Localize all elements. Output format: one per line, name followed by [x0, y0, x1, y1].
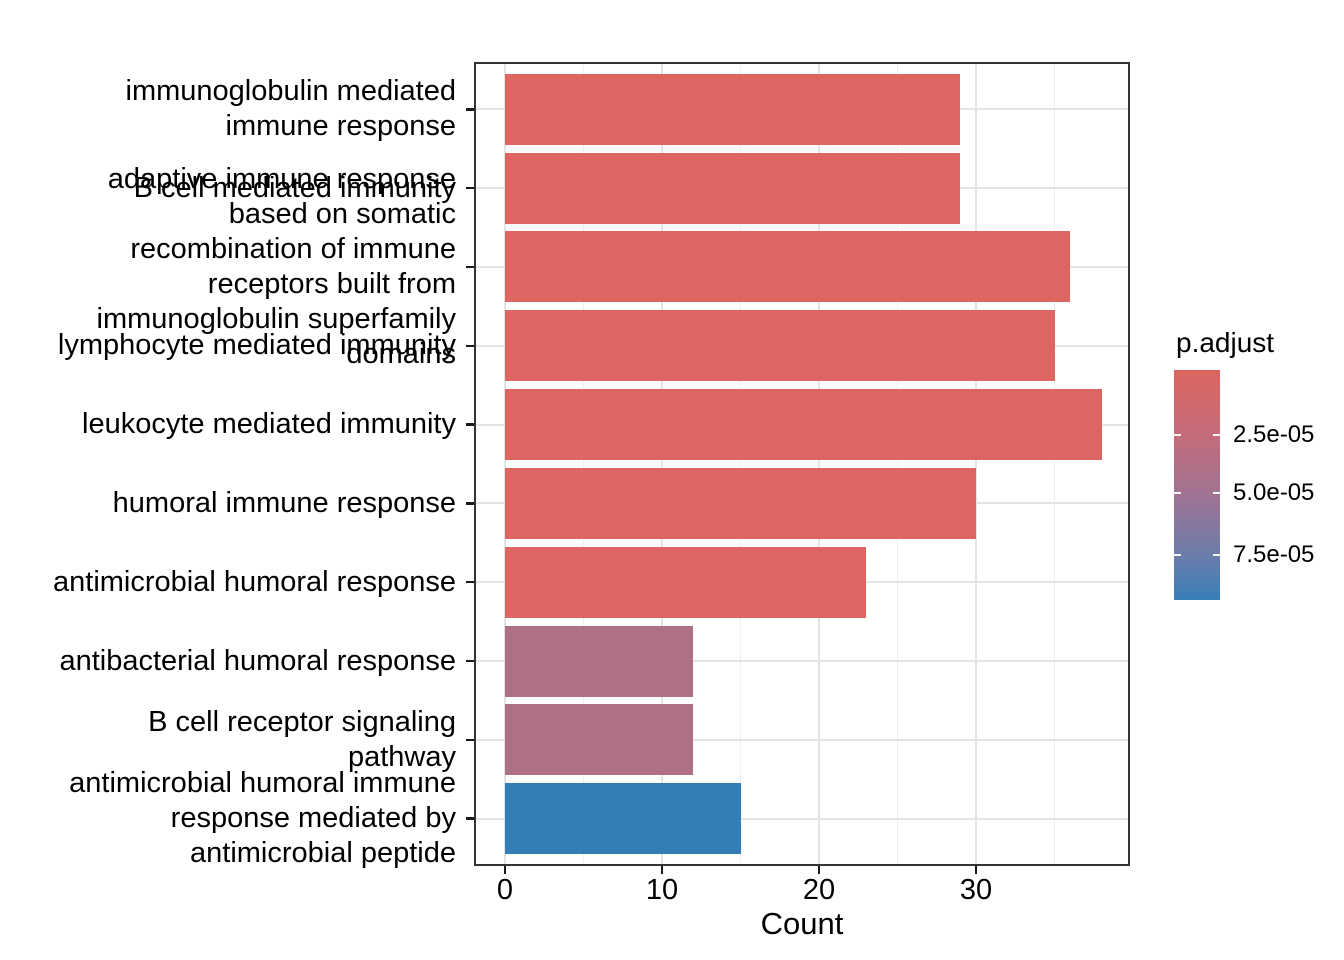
- legend-tick-label: 7.5e-05: [1233, 540, 1315, 568]
- y-axis-label-line: antimicrobial peptide: [190, 837, 456, 870]
- gridline-x-minor: [1053, 62, 1056, 866]
- y-axis-tick: [466, 502, 474, 505]
- bar: [505, 310, 1055, 382]
- gridline-y-major: [474, 817, 1130, 820]
- bar: [505, 389, 1102, 461]
- y-axis-label-line: pathway: [347, 740, 456, 773]
- y-axis-label-line: based on somatic: [228, 197, 456, 230]
- x-axis-title: Count: [760, 906, 844, 941]
- y-axis-label-line: antimicrobial humoral response: [53, 565, 456, 598]
- x-axis-tick-label: 20: [802, 874, 836, 906]
- y-axis-label: leukocyte mediated immunity: [82, 407, 456, 442]
- gridline-y-major: [474, 660, 1130, 663]
- bar: [505, 625, 694, 697]
- x-axis-tick: [660, 866, 664, 874]
- y-axis-tick: [466, 265, 474, 269]
- gridline-x-major: [504, 62, 506, 866]
- y-axis-tick: [466, 817, 474, 820]
- gridline-x-major: [661, 62, 663, 866]
- legend-tick-label: 2.5e-05: [1233, 421, 1315, 449]
- y-axis-label: antimicrobial humoral immune response med…: [69, 766, 456, 871]
- x-axis-tick-label: 30: [959, 874, 993, 906]
- x-axis-tick: [817, 866, 821, 874]
- y-axis-label-line: B cell receptor signaling: [148, 705, 456, 738]
- gridline-x-major: [818, 62, 820, 866]
- legend-tick: [1213, 434, 1220, 437]
- y-axis-label: B cell mediated immunity: [134, 171, 456, 206]
- gridline-x-minor: [739, 62, 742, 866]
- legend-tick: [1174, 434, 1181, 437]
- y-axis-label-line: lymphocyte mediated immunity: [57, 329, 456, 362]
- bar: [505, 231, 1071, 303]
- legend-colorbar: [1174, 370, 1220, 600]
- y-axis-label: lymphocyte mediated immunity: [58, 328, 456, 363]
- legend-title: p.adjust: [1176, 327, 1275, 358]
- bar: [505, 467, 976, 539]
- y-axis-label-line: immune response: [225, 110, 457, 143]
- y-axis-label-line: response mediated by: [170, 802, 456, 835]
- y-axis-label-line: antimicrobial humoral immune: [69, 767, 456, 800]
- y-axis-tick: [466, 344, 474, 347]
- y-axis-label-line: B cell mediated immunity: [133, 171, 456, 204]
- gridline-x-minor: [582, 62, 585, 866]
- y-axis-tick: [466, 580, 474, 584]
- y-axis-tick: [466, 738, 474, 742]
- x-axis-tick-label: 10: [645, 874, 679, 906]
- y-axis-tick: [466, 186, 474, 190]
- y-axis-tick: [466, 423, 474, 426]
- y-axis-label: antibacterial humoral response: [59, 644, 456, 679]
- bar: [505, 783, 741, 855]
- y-axis-tick: [466, 659, 474, 663]
- legend-tick: [1213, 492, 1220, 495]
- bar: [505, 73, 961, 145]
- x-axis-tick: [974, 866, 978, 874]
- legend-tick: [1174, 553, 1181, 556]
- y-axis-label: adaptive immune response based on somatic…: [97, 162, 456, 372]
- x-axis-tick-label: 0: [496, 874, 514, 906]
- bar: [505, 152, 961, 224]
- y-axis-label-line: domains: [346, 337, 456, 370]
- bar: [505, 704, 694, 776]
- gridline-x-major: [975, 62, 977, 866]
- x-axis-tick: [503, 866, 507, 874]
- y-axis-label: antimicrobial humoral response: [53, 565, 456, 600]
- y-axis-label-line: immunoglobulin superfamily: [96, 302, 456, 335]
- y-axis-label-line: receptors built from: [207, 267, 456, 300]
- plot-panel: [474, 62, 1130, 866]
- gridline-y-major: [474, 738, 1130, 741]
- y-axis-label-line: adaptive immune response: [107, 162, 456, 195]
- legend-tick-label: 5.0e-05: [1233, 479, 1315, 507]
- y-axis-label: immunoglobulin mediated immune response: [126, 74, 456, 144]
- y-axis-label-line: humoral immune response: [112, 486, 456, 519]
- legend-tick: [1213, 553, 1220, 556]
- y-axis-tick: [466, 108, 474, 111]
- y-axis-label: humoral immune response: [113, 486, 456, 521]
- y-axis-label-line: leukocyte mediated immunity: [82, 408, 456, 441]
- bar: [505, 546, 867, 618]
- y-axis-label: B cell receptor signaling pathway: [148, 705, 456, 775]
- gridline-x-minor: [896, 62, 899, 866]
- y-axis-label-line: antibacterial humoral response: [59, 644, 456, 677]
- y-axis-label-line: recombination of immune: [130, 232, 456, 265]
- legend-tick: [1174, 492, 1181, 495]
- y-axis-label-line: immunoglobulin mediated: [125, 75, 456, 108]
